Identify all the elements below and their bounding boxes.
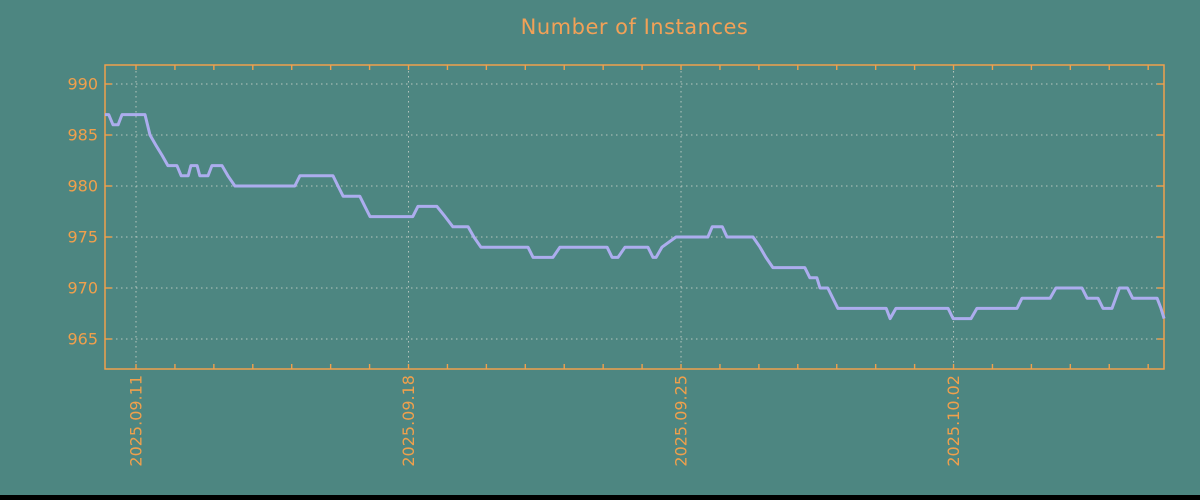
y-tick-label: 975 — [67, 228, 98, 247]
y-tick-label: 980 — [67, 177, 98, 196]
chart-title: Number of Instances — [520, 15, 749, 39]
y-tick-label: 985 — [67, 126, 98, 145]
x-tick-label: 2025.09.25 — [672, 375, 691, 467]
plot-border — [104, 64, 1165, 370]
y-tick-label: 965 — [67, 330, 98, 349]
x-tick-label: 2025.09.18 — [399, 375, 418, 467]
series-line — [104, 113, 1166, 321]
y-tick-label: 990 — [67, 75, 98, 94]
x-tick-label: 2025.10.02 — [944, 375, 963, 467]
y-tick-label: 970 — [67, 279, 98, 298]
bottom-edge-bar — [0, 495, 1200, 500]
x-tick-label: 2025.09.11 — [127, 375, 146, 467]
